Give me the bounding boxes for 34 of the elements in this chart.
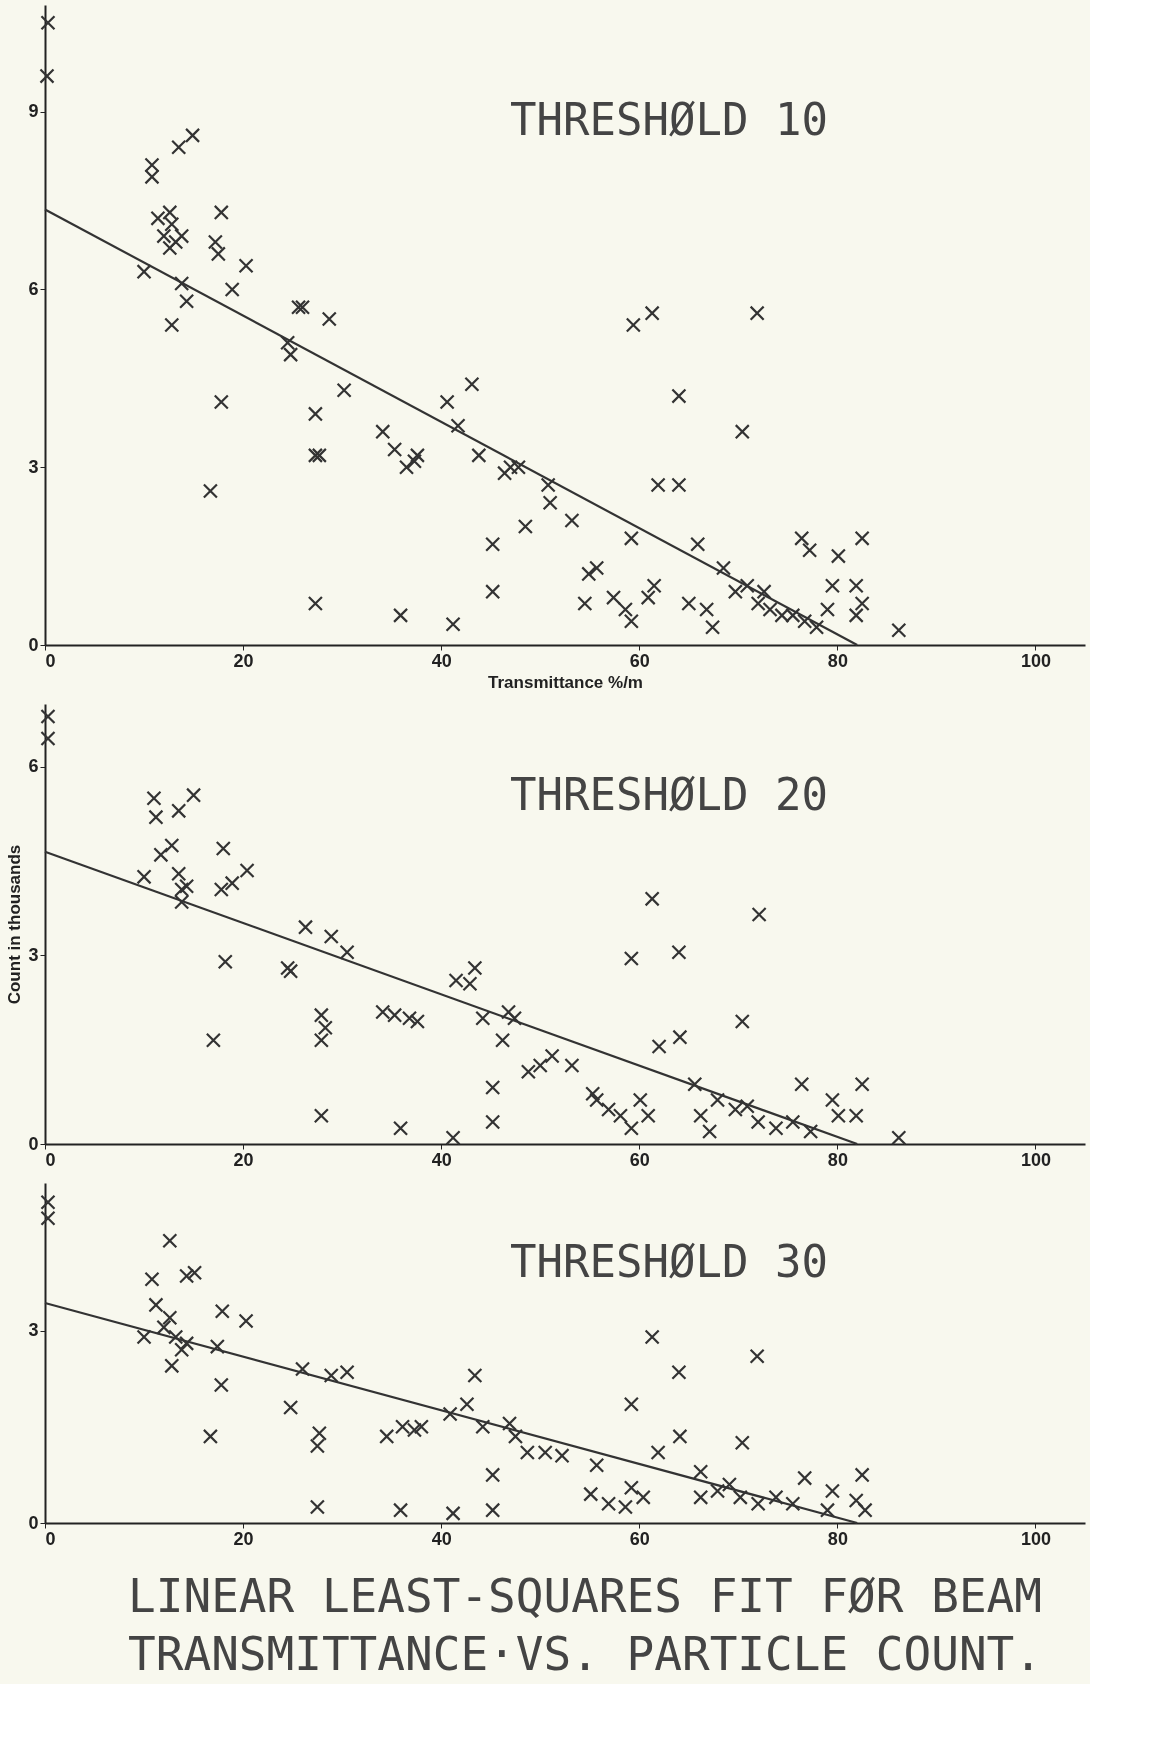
text: THRESHØLD 20 (510, 768, 828, 820)
x-tick-label: 60 (629, 1149, 650, 1170)
y-tick-label: 3 (28, 456, 39, 477)
y-tick-label: 3 (28, 944, 39, 965)
y-tick-label: 6 (28, 756, 39, 777)
text: THRESHØLD 10 (510, 93, 828, 145)
x-tick-label: 100 (1020, 650, 1051, 671)
x-tick-label: 60 (629, 650, 650, 671)
x-tick-label: 20 (233, 650, 254, 671)
x-tick-label: 0 (45, 1149, 56, 1170)
x-tick-label: 60 (629, 1528, 650, 1549)
text: LINEAR LEAST-SQUARES FIT FØR BEAM (128, 1569, 1042, 1623)
x-tick-label: 80 (827, 1149, 848, 1170)
y-tick-label: 3 (28, 1320, 39, 1341)
x-tick-label: 20 (233, 1149, 254, 1170)
x-tick-label: 0 (45, 650, 56, 671)
y-tick-label: 0 (28, 1133, 39, 1154)
x-tick-label: 0 (45, 1528, 56, 1549)
text: THRESHØLD 30 (510, 1235, 828, 1287)
text: TRANSMITTANCE·VS. PARTICLE COUNT. (128, 1627, 1042, 1681)
x-tick-label: 100 (1020, 1528, 1051, 1549)
x-tick-label: 80 (827, 1528, 848, 1549)
y-axis-title: Count in thousands (5, 844, 25, 1005)
y-tick-label: 9 (28, 101, 39, 122)
x-tick-label: 100 (1020, 1149, 1051, 1170)
x-tick-label: 80 (827, 650, 848, 671)
x-tick-label: 20 (233, 1528, 254, 1549)
x-axis-title: Transmittance %/m (488, 672, 643, 692)
y-tick-label: 0 (28, 1512, 39, 1533)
y-tick-label: 0 (28, 634, 39, 655)
x-tick-label: 40 (431, 1149, 452, 1170)
x-tick-label: 40 (431, 650, 452, 671)
x-tick-label: 40 (431, 1528, 452, 1549)
y-tick-label: 6 (28, 278, 39, 299)
